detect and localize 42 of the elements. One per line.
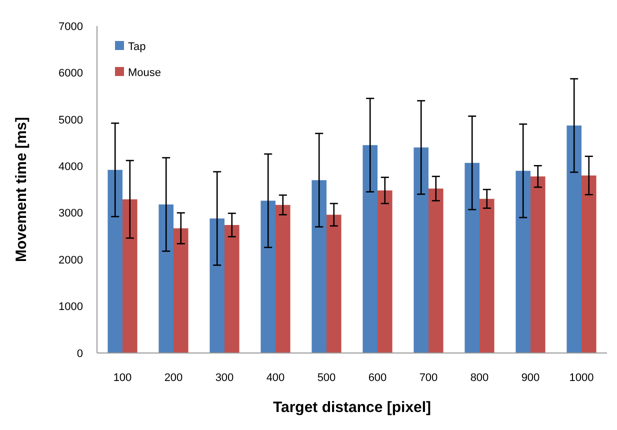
x-tick-label: 200: [164, 372, 183, 384]
bar: [174, 228, 188, 353]
bar: [414, 147, 428, 353]
x-tick-label: 300: [215, 372, 234, 384]
bar: [108, 170, 122, 353]
bar: [480, 198, 494, 353]
bar: [566, 126, 582, 353]
x-tick-label: 800: [470, 372, 489, 384]
bar: [122, 199, 138, 353]
bar: [276, 204, 290, 353]
legend-label: Mouse: [128, 66, 162, 79]
bar: [312, 180, 326, 353]
bar: [362, 145, 378, 353]
bar: [158, 204, 174, 353]
x-tick-label: 500: [317, 372, 336, 384]
y-tick-label: 1000: [58, 301, 83, 314]
bar: [582, 175, 596, 353]
x-tick-label: 900: [521, 372, 540, 384]
y-tick-label: 2000: [58, 254, 83, 266]
y-axis-title: Movement time [ms]: [13, 116, 30, 262]
x-tick-label: 1000: [569, 372, 594, 384]
bar: [464, 162, 480, 353]
bar: [224, 225, 240, 353]
y-tick-label: 6000: [58, 68, 83, 80]
bar: [210, 218, 224, 353]
x-axis-title: Target distance [pixel]: [272, 399, 432, 416]
y-tick-label: 5000: [58, 114, 83, 126]
y-tick-label: 3000: [58, 208, 83, 220]
bar: [516, 170, 530, 353]
bar: [378, 190, 392, 353]
y-tick-label: 4000: [58, 160, 83, 173]
x-tick-label: 700: [419, 372, 438, 384]
y-tick-label: 7000: [58, 20, 83, 33]
bar: [530, 176, 546, 353]
bar: [260, 200, 276, 353]
bar: [326, 214, 342, 353]
y-tick-label: 0: [76, 348, 83, 360]
x-tick-label: 100: [113, 372, 132, 384]
x-tick-label: 600: [368, 372, 387, 384]
legend-label: Tap: [128, 40, 146, 53]
bar: [428, 188, 444, 353]
x-tick-label: 400: [266, 372, 285, 384]
